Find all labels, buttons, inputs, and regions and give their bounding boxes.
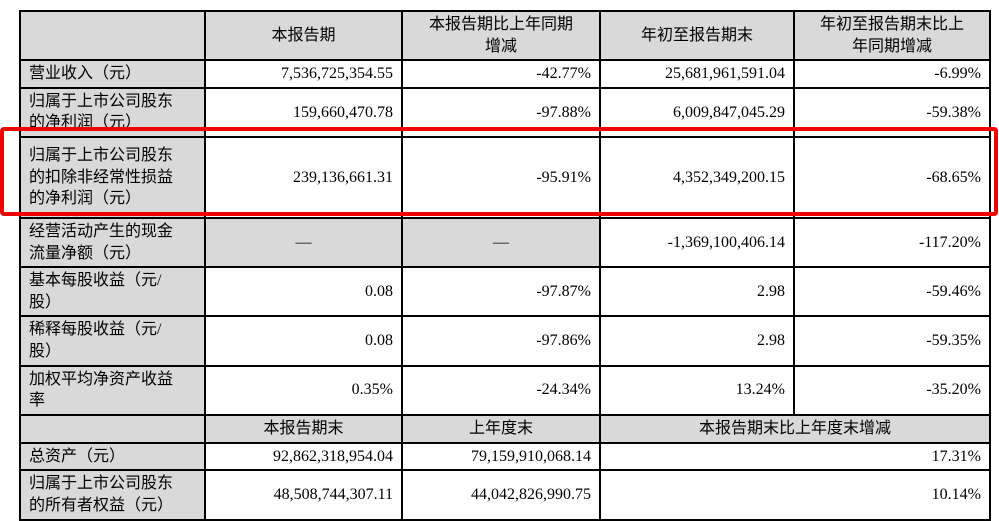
- value-cell: 0.35%: [204, 364, 403, 416]
- value-cell: -59.38%: [793, 86, 991, 138]
- value-cell-empty-dash: —: [204, 216, 403, 269]
- value-cell: 239,136,661.31: [204, 135, 403, 219]
- value-cell: 44,042,826,990.75: [401, 469, 601, 521]
- value-cell: 48,508,744,307.11: [204, 469, 403, 521]
- corner-cell: [19, 9, 206, 62]
- value-cell: 17.31%: [599, 441, 991, 472]
- table-row-deducted-net-profit: 归属于上市公司股东 的扣除非经常性损益 的净利润（元） 239,136,661.…: [19, 135, 991, 219]
- value-cell: 2.98: [599, 315, 795, 367]
- value-cell: 25,681,961,591.04: [599, 59, 795, 89]
- value-cell: 6,009,847,045.29: [599, 86, 795, 138]
- value-cell: -24.34%: [401, 364, 601, 416]
- metric-label-cell: 营业收入（元）: [19, 59, 206, 89]
- metric-label-cell: 归属于上市公司股东 的净利润（元）: [19, 86, 206, 138]
- value-cell: -59.46%: [793, 266, 991, 318]
- table-row-revenue: 营业收入（元） 7,536,725,354.55 -42.77% 25,681,…: [19, 59, 991, 89]
- metric-label-cell: 归属于上市公司股东 的扣除非经常性损益 的净利润（元）: [19, 135, 206, 219]
- value-cell: 0.08: [204, 315, 403, 367]
- value-cell: -1,369,100,406.14: [599, 216, 795, 269]
- value-cell: 0.08: [204, 266, 403, 318]
- metric-label-cell: 稀释每股收益（元/ 股）: [19, 315, 206, 367]
- metric-label-cell: 基本每股收益（元/ 股）: [19, 266, 206, 318]
- table-row-diluted-eps: 稀释每股收益（元/ 股） 0.08 -97.86% 2.98 -59.35%: [19, 315, 991, 367]
- column-header-ytd: 年初至报告期末: [599, 9, 795, 62]
- column-header-end-of-prev-year: 上年度末: [401, 413, 601, 444]
- table-row-operating-cash-flow: 经营活动产生的现金 流量净额（元） — — -1,369,100,406.14 …: [19, 216, 991, 269]
- balance-header-row: 本报告期末 上年度末 本报告期末比上年度末增减: [19, 413, 991, 444]
- value-cell: -42.77%: [401, 59, 601, 89]
- metric-label-cell: 总资产（元）: [19, 441, 206, 472]
- value-cell: -95.91%: [401, 135, 601, 219]
- value-cell: -59.35%: [793, 315, 991, 367]
- column-header-period-change: 本报告期末比上年度末增减: [599, 413, 991, 444]
- value-cell: -97.88%: [401, 86, 601, 138]
- metric-label-cell: 归属于上市公司股东 的所有者权益（元）: [19, 469, 206, 521]
- table-row-total-assets: 总资产（元） 92,862,318,954.04 79,159,910,068.…: [19, 441, 991, 472]
- value-cell: -117.20%: [793, 216, 991, 269]
- value-cell: -6.99%: [793, 59, 991, 89]
- column-header-current-period: 本报告期: [204, 9, 403, 62]
- table-row-net-profit: 归属于上市公司股东 的净利润（元） 159,660,470.78 -97.88%…: [19, 86, 991, 138]
- corner-cell: [19, 413, 206, 444]
- value-cell: -35.20%: [793, 364, 991, 416]
- value-cell: -97.86%: [401, 315, 601, 367]
- value-cell: 7,536,725,354.55: [204, 59, 403, 89]
- value-cell: 159,660,470.78: [204, 86, 403, 138]
- value-cell: 10.14%: [599, 469, 991, 521]
- table-row-basic-eps: 基本每股收益（元/ 股） 0.08 -97.87% 2.98 -59.46%: [19, 266, 991, 318]
- quarter-header-row: 本报告期 本报告期比上年同期 增减 年初至报告期末 年初至报告期末比上 年同期增…: [19, 9, 991, 62]
- value-cell: 4,352,349,200.15: [599, 135, 795, 219]
- value-cell: 2.98: [599, 266, 795, 318]
- value-cell: 79,159,910,068.14: [401, 441, 601, 472]
- table-row-weighted-roe: 加权平均净资产收益 率 0.35% -24.34% 13.24% -35.20%: [19, 364, 991, 416]
- metric-label-cell: 经营活动产生的现金 流量净额（元）: [19, 216, 206, 269]
- metric-label-cell: 加权平均净资产收益 率: [19, 364, 206, 416]
- financial-summary-table: 本报告期 本报告期比上年同期 增减 年初至报告期末 年初至报告期末比上 年同期增…: [19, 9, 991, 521]
- table-row-owners-equity: 归属于上市公司股东 的所有者权益（元） 48,508,744,307.11 44…: [19, 469, 991, 521]
- value-cell-empty-dash: —: [401, 216, 601, 269]
- column-header-ytd-yoy-change: 年初至报告期末比上 年同期增减: [793, 9, 991, 62]
- value-cell: -68.65%: [793, 135, 991, 219]
- column-header-end-of-period: 本报告期末: [204, 413, 403, 444]
- value-cell: 92,862,318,954.04: [204, 441, 403, 472]
- column-header-yoy-change: 本报告期比上年同期 增减: [401, 9, 601, 62]
- value-cell: 13.24%: [599, 364, 795, 416]
- value-cell: -97.87%: [401, 266, 601, 318]
